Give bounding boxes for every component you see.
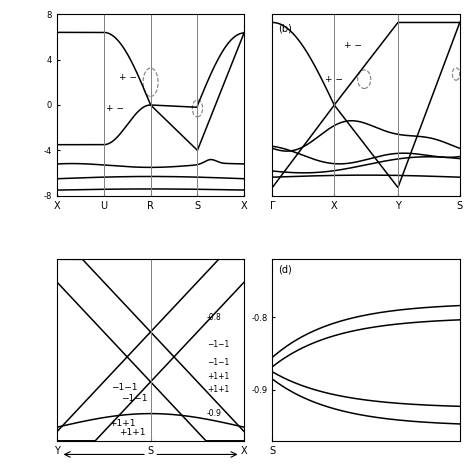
Text: +1+1: +1+1 <box>118 428 145 438</box>
Text: + −: + − <box>325 75 343 84</box>
Text: +1+1: +1+1 <box>207 373 229 382</box>
Text: −1−1: −1−1 <box>111 383 138 392</box>
Text: −1−1: −1−1 <box>120 394 147 403</box>
Text: −1−1: −1−1 <box>207 340 229 349</box>
Text: +1+1: +1+1 <box>109 419 136 428</box>
Text: +1+1: +1+1 <box>207 385 229 394</box>
Text: -0.8: -0.8 <box>207 313 221 322</box>
Text: + −: + − <box>106 104 124 113</box>
Text: −1−1: −1−1 <box>207 358 229 367</box>
Text: -0.9: -0.9 <box>207 409 222 418</box>
Text: + −: + − <box>118 73 137 82</box>
Text: + −: + − <box>344 41 362 50</box>
Text: (b): (b) <box>278 23 292 33</box>
Text: (d): (d) <box>278 265 292 275</box>
